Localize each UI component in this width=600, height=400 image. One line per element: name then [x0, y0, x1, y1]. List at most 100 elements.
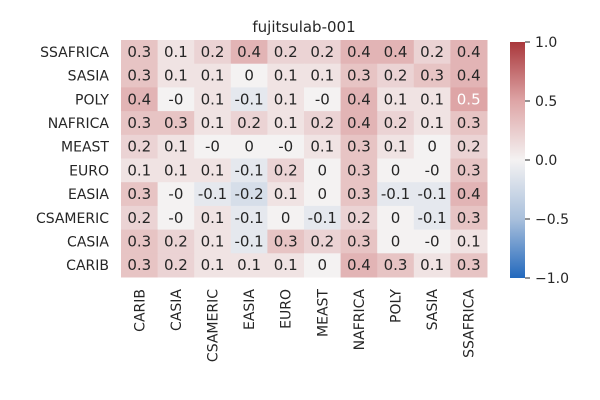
heatmap-cell [157, 182, 195, 207]
heatmap-cell [230, 205, 268, 231]
heatmap-cell [157, 134, 195, 159]
cell-value-label: 0.4 [384, 43, 408, 61]
cell-value-label: 0.1 [420, 256, 444, 274]
cell-value-label: 0.3 [457, 161, 481, 179]
heatmap-cell [340, 229, 378, 254]
heatmap-cell [121, 158, 159, 183]
cell-value-label: 0.1 [274, 67, 298, 85]
heatmap-cell [413, 253, 451, 278]
heatmap-cell [230, 111, 268, 136]
cell-value-label: 0.2 [274, 161, 298, 179]
colorbar-tick-label: −1.0 [535, 271, 569, 287]
row-tick-label: SASIA [68, 69, 110, 85]
heatmap-cell [121, 111, 159, 136]
heatmap-cell [194, 182, 232, 207]
heatmap-cell [413, 205, 451, 231]
cell-value-label: 0.3 [384, 256, 408, 274]
heatmap-cell [377, 205, 415, 231]
heatmap-cell [450, 158, 488, 183]
cell-value-label: 0.3 [127, 185, 151, 203]
cell-value-label: 0.3 [274, 232, 298, 250]
heatmap-cell [377, 111, 415, 136]
colorbar-tick-label: 0.5 [535, 94, 557, 110]
cell-value-label: 0.1 [457, 232, 481, 250]
heatmap-cell [157, 63, 195, 88]
cell-value-label: 0 [244, 67, 254, 85]
heatmap-cell [450, 134, 488, 159]
colorbar-tick-label: 0.0 [535, 153, 557, 169]
cell-value-label: -0.1 [417, 209, 446, 227]
cell-value-label: 0 [318, 161, 328, 179]
heatmap-cell [450, 205, 488, 231]
heatmap-cell [121, 40, 159, 65]
heatmap-cell [267, 229, 305, 254]
heatmap-cell [450, 87, 488, 112]
heatmap-cell [230, 158, 268, 183]
colorbar-tick-label: 1.0 [535, 35, 557, 51]
heatmap-cell [194, 253, 232, 278]
heatmap-cell [157, 111, 195, 136]
heatmap-cell [121, 253, 159, 278]
cell-value-label: 0.3 [457, 256, 481, 274]
cell-value-label: 0.1 [310, 138, 334, 156]
heatmap-cell [450, 111, 488, 136]
cell-value-label: 0.3 [457, 209, 481, 227]
heatmap-cell [413, 111, 451, 136]
cell-value-label: 0.2 [310, 114, 334, 132]
heatmap-cell [413, 229, 451, 254]
cell-value-label: 0 [281, 209, 291, 227]
cell-value-label: 0 [318, 185, 328, 203]
cell-value-label: 0.2 [237, 114, 261, 132]
heatmap-cell [230, 63, 268, 88]
row-tick-label: EURO [69, 163, 109, 179]
cell-value-label: 0.2 [457, 138, 481, 156]
cell-value-label: -0 [168, 185, 183, 203]
cell-value-label: -0.1 [198, 185, 227, 203]
cell-value-label: 0.2 [420, 43, 444, 61]
heatmap-cell [121, 229, 159, 254]
cell-value-label: 0.1 [274, 90, 298, 108]
cell-value-label: 0.3 [127, 114, 151, 132]
cell-value-label: 0.2 [201, 43, 225, 61]
heatmap-cell [267, 111, 305, 136]
row-tick-label: CARIB [66, 258, 109, 274]
heatmap-cell [267, 134, 305, 159]
heatmap-cell [340, 63, 378, 88]
cell-value-label: -0.1 [234, 161, 263, 179]
row-tick-label: POLY [75, 92, 109, 108]
row-tick-label: MEAST [61, 140, 109, 156]
heatmap-cell [194, 134, 232, 159]
heatmap-cell [267, 63, 305, 88]
heatmap-cell [304, 158, 342, 183]
cell-value-label: 0.2 [384, 67, 408, 85]
cell-value-label: 0.4 [127, 90, 151, 108]
cell-value-label: 0.1 [201, 114, 225, 132]
heatmap-cell [377, 158, 415, 183]
heatmap-cell [413, 87, 451, 112]
cell-value-label: 0.2 [310, 43, 334, 61]
cell-value-label: 0 [391, 209, 401, 227]
cell-value-label: 0.1 [384, 138, 408, 156]
cell-value-label: 0.3 [164, 114, 188, 132]
cell-value-label: 0.1 [384, 90, 408, 108]
heatmap-cell [157, 253, 195, 278]
colorbar-ticks: 1.0 0.5 0.0 −0.5 −1.0 [525, 35, 569, 287]
cell-value-label: 0.1 [164, 161, 188, 179]
heatmap-cell [413, 182, 451, 207]
heatmap-cell [340, 205, 378, 231]
cell-value-label: 0.1 [164, 138, 188, 156]
cell-value-label: -0.1 [308, 209, 337, 227]
heatmap-cell [413, 158, 451, 183]
heatmap-cell [157, 87, 195, 112]
heatmap-cell [377, 63, 415, 88]
cell-value-label: 0.1 [274, 185, 298, 203]
cell-value-label: 0.1 [420, 114, 444, 132]
chart-title: fujitsulab-001 [252, 18, 355, 36]
row-tick-label: NAFRICA [48, 116, 110, 132]
cell-value-label: -0.1 [417, 185, 446, 203]
cell-value-label: 0 [318, 256, 328, 274]
cell-value-label: 0.1 [274, 114, 298, 132]
cell-value-label: 0.3 [347, 138, 371, 156]
cell-value-label: -0 [315, 90, 330, 108]
heatmap-cell [267, 158, 305, 183]
